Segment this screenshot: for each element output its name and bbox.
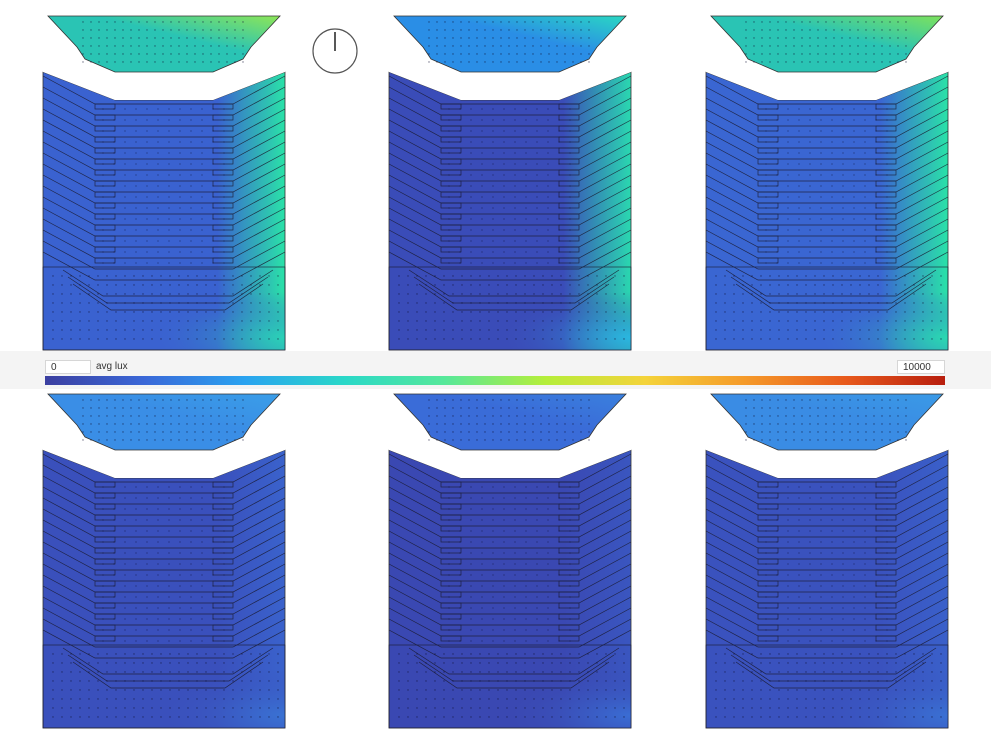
legend-max-input[interactable]: 10000 xyxy=(897,360,945,374)
legend-unit-label: avg lux xyxy=(96,361,128,372)
panel-bottom-left-svg xyxy=(42,393,286,729)
roof-plan-shape xyxy=(393,393,627,451)
panel-top-center-svg xyxy=(388,15,632,351)
panel-top-right-svg xyxy=(705,15,949,351)
roof-plan-shape xyxy=(47,15,281,73)
legend-color-ramp xyxy=(45,376,945,385)
panel-top-left xyxy=(42,14,286,351)
roof-plan-shape xyxy=(710,15,944,73)
north-arrow-icon xyxy=(311,27,359,80)
panel-bottom-center xyxy=(388,392,632,729)
roof-plan-shape xyxy=(710,393,944,451)
roof-plan-shape xyxy=(47,393,281,451)
panel-top-center xyxy=(388,14,632,351)
legend-min-input[interactable]: 0 xyxy=(45,360,91,374)
panel-top-left-svg xyxy=(42,15,286,351)
roof-plan-shape xyxy=(393,15,627,73)
panel-top-right xyxy=(705,14,949,351)
panel-bottom-right-svg xyxy=(705,393,949,729)
panel-bottom-left xyxy=(42,392,286,729)
panel-bottom-right xyxy=(705,392,949,729)
panel-bottom-center-svg xyxy=(388,393,632,729)
